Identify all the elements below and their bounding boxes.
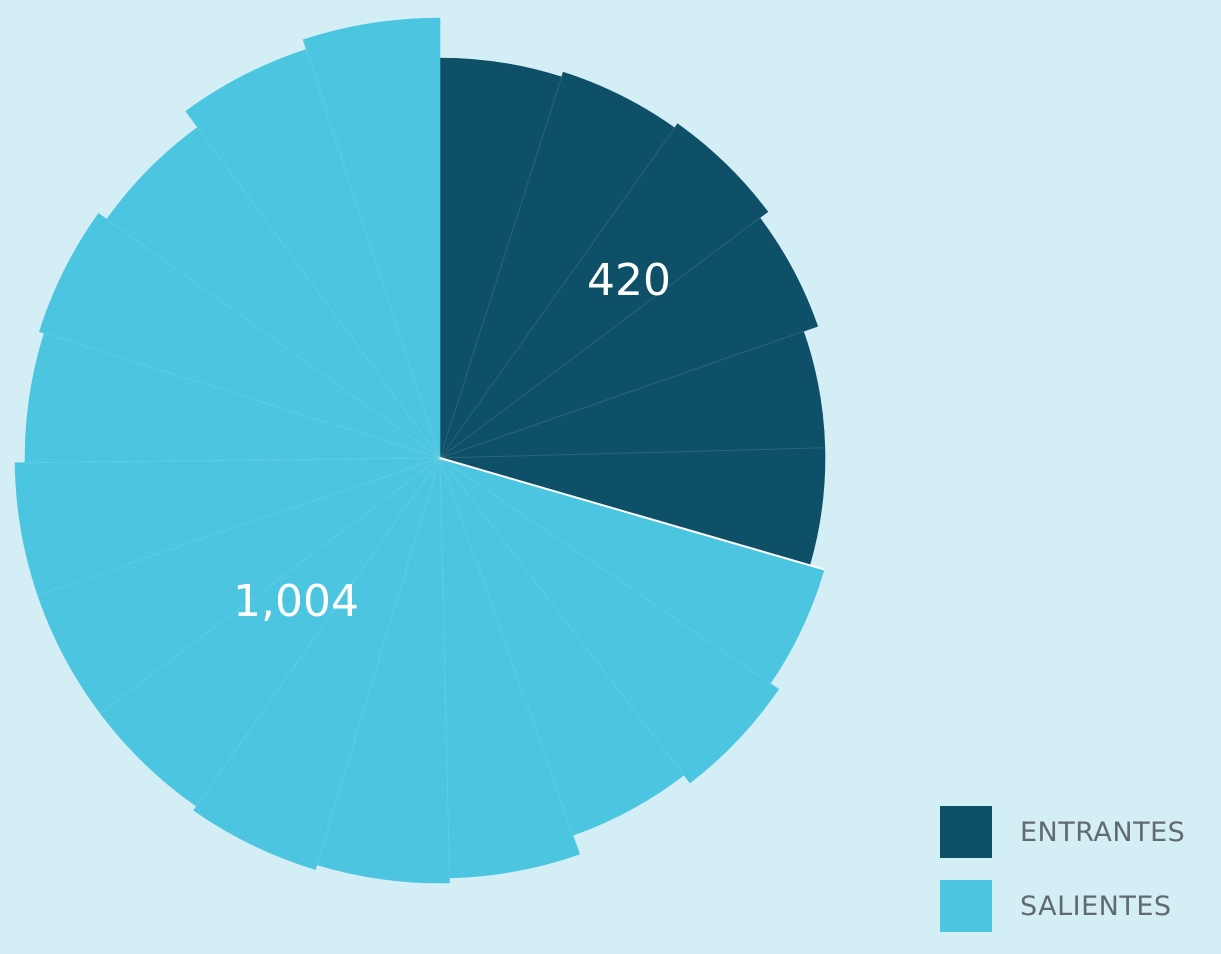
legend-item-entrantes: ENTRANTES xyxy=(940,806,1221,858)
slice-segment xyxy=(439,123,769,459)
legend-label-entrantes: ENTRANTES xyxy=(1020,816,1186,848)
segment-divider xyxy=(315,457,441,870)
legend: ENTRANTES SALIENTES xyxy=(940,806,1221,954)
slice-segment xyxy=(193,457,441,870)
segment-divider xyxy=(302,39,441,459)
legend-label-salientes: SALIENTES xyxy=(1020,890,1172,922)
legend-item-salientes: SALIENTES xyxy=(940,880,1221,932)
legend-swatch-entrantes xyxy=(940,806,992,858)
segment-divider xyxy=(439,457,581,855)
segment-divider xyxy=(439,457,685,776)
slice-segment xyxy=(439,217,819,459)
slice-salientes xyxy=(14,17,825,884)
series-boundary xyxy=(439,457,825,571)
segment-divider xyxy=(439,330,804,459)
segment-divider xyxy=(99,457,441,714)
segment-divider xyxy=(439,457,451,883)
pie-chart: 420 1,004 xyxy=(14,17,826,884)
segment-divider xyxy=(37,457,441,596)
segment-divider xyxy=(185,110,441,459)
segment-divider xyxy=(39,331,441,459)
legend-swatch-salientes xyxy=(940,880,992,932)
segment-divider xyxy=(439,217,761,459)
segment-divider xyxy=(439,72,564,459)
segment-divider xyxy=(439,123,678,459)
slice-segment xyxy=(439,457,780,784)
slice-label-salientes: 1,004 xyxy=(233,576,359,627)
segment-divider xyxy=(25,457,441,464)
segment-divider xyxy=(196,457,441,807)
segment-divider xyxy=(439,447,825,459)
slice-entrantes xyxy=(439,57,826,566)
slice-segment xyxy=(14,457,441,596)
segment-divider xyxy=(439,457,779,690)
segment-divider xyxy=(106,218,441,459)
slice-segment xyxy=(39,213,441,459)
slice-segment xyxy=(302,17,441,459)
slice-label-entrantes: 420 xyxy=(587,255,671,306)
